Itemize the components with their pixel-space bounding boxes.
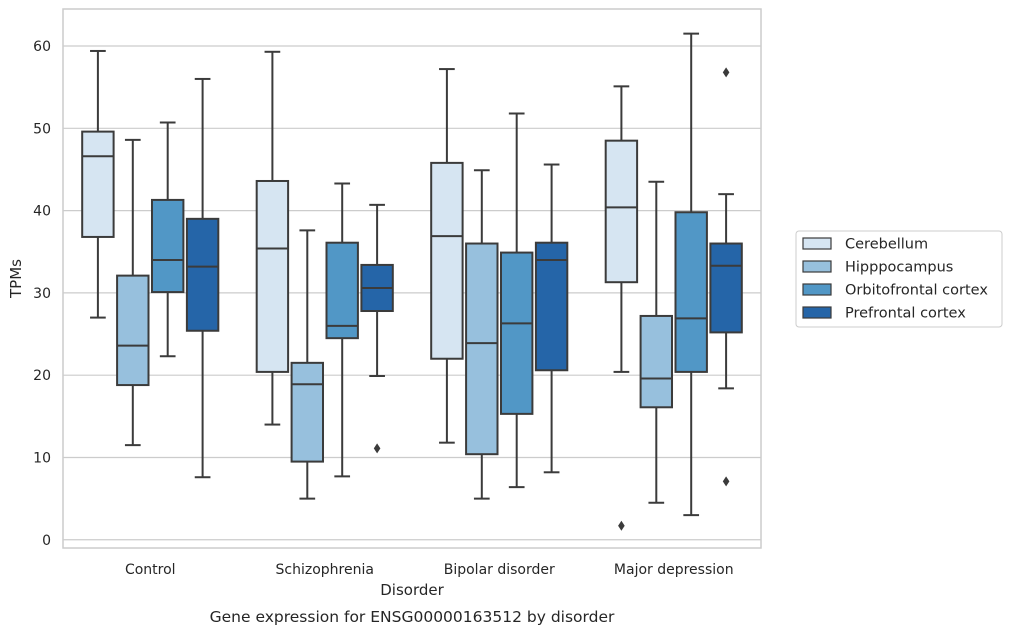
y-tick-label: 50 [33, 121, 51, 137]
box-plot [430, 68, 464, 444]
legend-label: Hipppocampus [845, 260, 953, 276]
x-tick-label: Major depression [614, 562, 734, 578]
iqr-box [465, 242, 499, 456]
x-tick-label: Control [125, 562, 176, 578]
box-plot [499, 112, 534, 489]
y-tick-label: 20 [33, 368, 51, 384]
box-plot [81, 49, 115, 319]
box-plot [150, 121, 185, 358]
y-tick-label: 10 [33, 450, 51, 466]
iqr-box [255, 179, 290, 373]
outlier-point [722, 67, 730, 78]
iqr-box [499, 251, 534, 415]
box-plot [709, 67, 743, 487]
iqr-box [604, 139, 639, 284]
box-plot [116, 138, 150, 447]
legend-label: Orbitofrontal cortex [845, 283, 988, 299]
iqr-box [116, 274, 150, 387]
iqr-box [430, 161, 464, 360]
plot-frame [62, 8, 762, 549]
box-plot [639, 180, 674, 504]
iqr-box [150, 198, 185, 294]
box-plot [674, 32, 708, 517]
axis-ticks: 0 10 20 30 40 50 60 Control Schizophrenia Bipolar… [33, 39, 733, 578]
box-plot [185, 77, 220, 479]
box-plot [255, 50, 290, 426]
iqr-box [81, 130, 115, 238]
legend-label: Cerebellum [845, 237, 928, 253]
iqr-box [325, 241, 359, 340]
legend-swatch [802, 283, 832, 296]
legend-swatch [802, 260, 832, 273]
iqr-box [674, 211, 708, 373]
chart-caption: Gene expression for ENSG00000163512 by d… [210, 608, 615, 626]
x-tick-label: Bipolar disorder [444, 562, 555, 578]
iqr-box [290, 361, 325, 463]
iqr-box [185, 217, 220, 332]
y-tick-label: 40 [33, 204, 51, 220]
legend-frame [795, 230, 1003, 328]
box-plot [290, 229, 325, 500]
y-tick-label: 60 [33, 39, 51, 55]
legend-swatch [802, 237, 832, 250]
box-plot [534, 163, 569, 474]
iqr-box [709, 242, 743, 334]
legend-swatch [802, 306, 832, 319]
y-tick-label: 0 [42, 533, 51, 549]
x-tick-label: Schizophrenia [276, 562, 374, 578]
box-plot [325, 182, 359, 478]
outlier-point [722, 476, 730, 487]
y-tick-label: 30 [33, 286, 51, 302]
iqr-box [534, 241, 569, 372]
box-plot [465, 169, 499, 500]
iqr-box [639, 314, 674, 409]
legend-label: Prefrontal cortex [845, 306, 966, 322]
outlier-point [618, 520, 625, 531]
outlier-point [373, 443, 381, 454]
x-axis-label: Disorder [380, 581, 444, 599]
box-plot [604, 85, 639, 531]
box-plots [81, 32, 743, 531]
box-plot [360, 203, 394, 454]
legend: Cerebellum Hipppocampus Orbitofrontal cort… [795, 230, 1003, 328]
y-axis-label: TPMs [7, 259, 25, 299]
